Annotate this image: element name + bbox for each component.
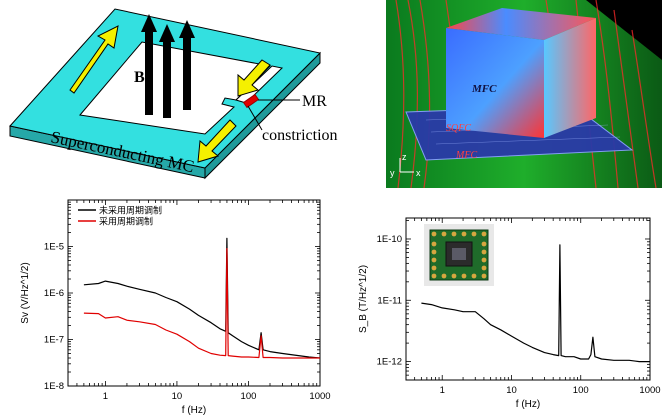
axis-triad xyxy=(399,158,414,173)
constriction-pointer xyxy=(247,105,263,131)
field-arrows xyxy=(141,14,195,118)
chip-pin xyxy=(481,273,487,279)
x-tick-label: 100 xyxy=(241,391,257,402)
chip-pin xyxy=(481,249,487,255)
current-arrow-left xyxy=(69,25,119,94)
chip-pin xyxy=(481,265,487,271)
plate-label-bottom: MFC xyxy=(455,150,477,161)
y-tick-label: 1E-12 xyxy=(377,357,402,368)
y-tick-label: 1E-10 xyxy=(377,234,402,245)
chip-pin xyxy=(471,231,477,237)
series-line-1 xyxy=(83,247,320,359)
y-axis-label: S_B (T/Hz^1/2) xyxy=(358,265,369,333)
chip-pin xyxy=(461,273,467,279)
current-arrow-right-bottom xyxy=(197,119,237,163)
chip-pin xyxy=(481,257,487,263)
superconducting-mc-diagram: B Superconducting MC MR constriction xyxy=(9,8,338,180)
axis-x-label: x xyxy=(416,168,421,178)
plate-label-top: SQFC xyxy=(446,123,471,134)
chip-pin xyxy=(441,273,447,279)
cube-front xyxy=(446,28,544,138)
chip-pin xyxy=(461,231,467,237)
chip-pin xyxy=(451,231,457,237)
chip-pin xyxy=(481,231,487,237)
field-label: B xyxy=(134,69,145,86)
x-axis-label: f (Hz) xyxy=(182,405,206,416)
chip-pin xyxy=(431,265,437,271)
mfc-label: MFC xyxy=(471,83,497,95)
cube-side xyxy=(544,18,596,138)
x-tick-label: 1000 xyxy=(309,391,330,402)
x-axis-label: f (Hz) xyxy=(516,399,540,410)
chip-die-core xyxy=(452,248,466,260)
voltage-noise-chart: 1 10 100 1000 1E-8 1E-7 1E-6 1E-5 f (Hz) Sv (V/Hz… xyxy=(20,199,331,416)
axis-z-label: z xyxy=(402,152,407,162)
mr-label: MR xyxy=(302,93,327,110)
x-tick-label: 1 xyxy=(440,385,445,396)
x-tick-label: 1000 xyxy=(639,385,660,396)
legend-label-0: 未采用周期调制 xyxy=(99,205,162,217)
mr-sensor xyxy=(242,93,260,109)
chip-pin xyxy=(451,273,457,279)
y-tick-label: 1E-6 xyxy=(44,288,64,299)
current-arrow-right-top xyxy=(237,59,271,97)
field-noise-chart: 1 10 100 1000 1E-12 1E-11 1E-10 f (Hz) S_B (T/Hz… xyxy=(358,217,661,410)
x-tick-label: 10 xyxy=(506,385,517,396)
chip-pin xyxy=(431,231,437,237)
y-tick-label: 1E-11 xyxy=(377,295,402,306)
x-tick-label: 100 xyxy=(573,385,589,396)
chip-pin xyxy=(471,273,477,279)
y-tick-label: 1E-7 xyxy=(44,335,64,346)
axis-y-label: y xyxy=(390,168,395,178)
sim-dark-corner xyxy=(586,0,662,60)
plot-frame xyxy=(67,199,321,387)
chip-pin xyxy=(431,257,437,263)
chip-pin xyxy=(481,241,487,247)
cube-top xyxy=(446,8,596,40)
constriction-label: constriction xyxy=(262,127,338,144)
x-tick-label: 10 xyxy=(172,391,183,402)
field-simulation-render: MFC SQFC MFC y z x xyxy=(386,0,662,188)
chip-pin xyxy=(431,241,437,247)
series-line-0 xyxy=(421,244,650,363)
y-tick-label: 1E-8 xyxy=(44,381,64,392)
y-axis-label: Sv (V/Hz^1/2) xyxy=(20,262,31,323)
y-tick-label: 1E-5 xyxy=(44,242,64,253)
chip-pin xyxy=(441,231,447,237)
chip-pin xyxy=(431,249,437,255)
chip-photo-inset xyxy=(424,224,494,286)
chip-pin xyxy=(431,273,437,279)
loop-gap xyxy=(235,65,284,104)
legend-label-1: 采用周期调制 xyxy=(99,216,153,228)
x-tick-label: 1 xyxy=(103,391,108,402)
